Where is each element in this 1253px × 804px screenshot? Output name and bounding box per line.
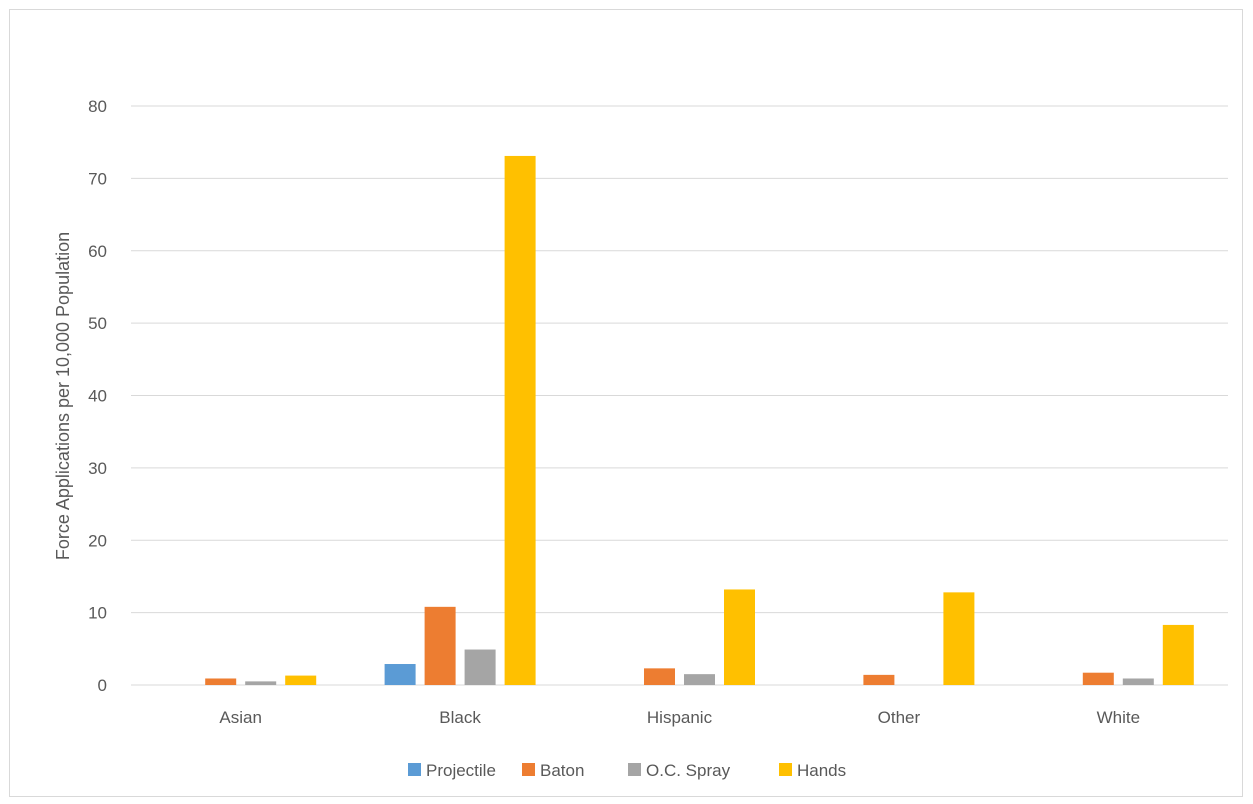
x-category-label: White (1097, 708, 1140, 727)
legend-label: Hands (797, 761, 846, 780)
bar-hands-asian (285, 675, 317, 685)
bar-o-c-spray-black (464, 649, 496, 685)
y-axis-tick-labels: 0 10 20 30 40 50 60 70 80 (88, 97, 107, 695)
legend-swatch (522, 763, 535, 776)
y-tick-label: 50 (88, 314, 107, 333)
bar-hands-other (943, 592, 975, 685)
bar-baton-asian (205, 678, 237, 685)
y-tick-label: 70 (88, 169, 107, 188)
bar-hands-hispanic (724, 589, 755, 685)
y-tick-label: 60 (88, 242, 107, 261)
chart-frame (9, 9, 1243, 797)
legend-label: Baton (540, 761, 584, 780)
bar-baton-other (863, 674, 895, 685)
x-category-label: Hispanic (647, 708, 713, 727)
y-tick-label: 80 (88, 97, 107, 116)
bar-projectile-black (384, 664, 416, 685)
bar-baton-white (1082, 672, 1114, 685)
legend-label: O.C. Spray (646, 761, 731, 780)
y-tick-label: 20 (88, 531, 107, 550)
y-tick-label: 30 (88, 459, 107, 478)
y-tick-label: 0 (98, 676, 107, 695)
bar-hands-white (1162, 624, 1194, 685)
bar-o-c-spray-white (1122, 678, 1154, 685)
gridlines (131, 105, 1228, 686)
legend-swatch (628, 763, 641, 776)
x-category-label: Black (439, 708, 481, 727)
legend-swatch (408, 763, 421, 776)
legend-label: Projectile (426, 761, 496, 780)
bar-o-c-spray-hispanic (684, 674, 715, 685)
y-tick-label: 10 (88, 604, 107, 623)
bar-baton-hispanic (644, 668, 675, 685)
x-axis-category-labels: Asian Black Hispanic Other White (219, 708, 1140, 727)
bar-o-c-spray-asian (245, 681, 277, 685)
legend: Projectile Baton O.C. Spray Hands (408, 761, 846, 780)
bar-hands-black (504, 155, 536, 686)
legend-swatch (779, 763, 792, 776)
y-tick-label: 40 (88, 387, 107, 406)
x-category-label: Other (878, 708, 921, 727)
bar-baton-black (424, 606, 456, 685)
x-category-label: Asian (219, 708, 262, 727)
bars (205, 155, 1194, 686)
y-axis-title: Force Applications per 10,000 Population (53, 232, 73, 560)
